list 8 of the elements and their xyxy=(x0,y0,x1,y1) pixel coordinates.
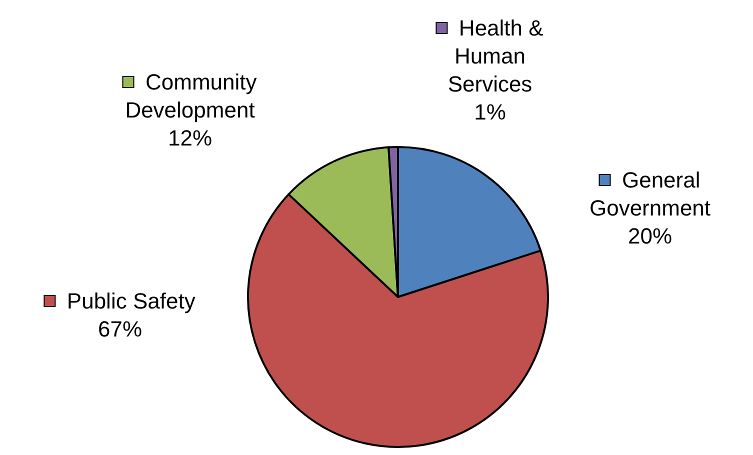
data-label: 20% xyxy=(628,224,672,248)
legend-label: Public Safety xyxy=(54,288,196,314)
legend-label: Health & Human Services xyxy=(446,16,544,96)
data-label: 12% xyxy=(168,126,212,150)
data-label: 67% xyxy=(98,316,142,342)
legend-label: General Government xyxy=(589,168,711,220)
data-label: 1% xyxy=(474,100,506,124)
legend-label: Community Development xyxy=(125,70,257,122)
